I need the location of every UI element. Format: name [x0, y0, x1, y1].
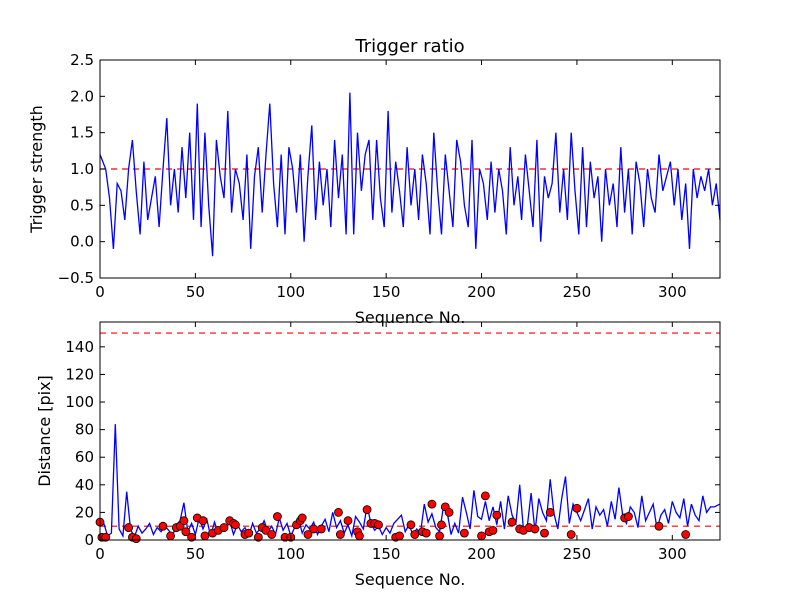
data-point: [566, 530, 576, 539]
y-tick-label: 1.5: [70, 124, 94, 142]
data-point: [231, 520, 240, 530]
y-tick-label: −0.5: [58, 269, 94, 287]
data-point: [316, 524, 326, 534]
y-tick-label: 0: [84, 531, 94, 549]
x-tick-label: 150: [372, 283, 401, 301]
distance-plot: 0 50 100 150 200 250 300 0 20 40 60 80 100 120 140 Seq…: [35, 321, 721, 589]
data-point: [303, 530, 313, 539]
data-point: [297, 513, 307, 523]
data-point: [362, 505, 372, 515]
data-point: [572, 503, 582, 513]
x-tick-label: 100: [276, 283, 305, 301]
data-point: [253, 532, 263, 542]
data-point: [200, 531, 210, 541]
y-tick-label: 0.0: [70, 233, 94, 251]
y-tick-label: 120: [65, 365, 94, 383]
data-point: [181, 527, 191, 537]
data-point: [437, 520, 446, 530]
data-point: [179, 516, 189, 526]
data-point: [244, 528, 254, 538]
data-point: [273, 512, 282, 521]
series-line: [99, 92, 721, 257]
data-point: [131, 534, 141, 544]
data-point: [540, 528, 549, 538]
y-tick-label: 100: [65, 393, 94, 411]
data-point: [444, 508, 454, 517]
data-point: [267, 530, 277, 539]
x-axis-label: Sequence No.: [355, 570, 466, 589]
y-tick-label: 60: [75, 448, 94, 466]
data-point: [624, 512, 633, 521]
y-tick-label: 40: [75, 476, 94, 494]
data-point: [507, 517, 517, 527]
x-tick-label: 0: [95, 283, 105, 301]
x-tick-label: 50: [186, 545, 205, 563]
data-point: [166, 531, 175, 541]
data-point: [355, 531, 364, 541]
data-point: [488, 525, 498, 535]
y-tick-label: 0.5: [70, 196, 94, 214]
x-tick-label: 300: [658, 545, 687, 563]
data-point: [435, 531, 444, 541]
x-tick-label: 300: [658, 283, 687, 301]
data-point: [219, 523, 229, 532]
y-axis-label: Distance [pix]: [35, 375, 54, 487]
data-point: [395, 531, 404, 541]
data-point: [681, 530, 691, 539]
data-point: [459, 528, 469, 538]
data-point: [335, 530, 345, 539]
x-tick-label: 0: [95, 545, 105, 563]
data-point: [410, 530, 420, 539]
y-tick-label: 2.0: [70, 87, 94, 105]
y-tick-label: 20: [75, 503, 94, 521]
data-point: [158, 521, 168, 531]
data-point: [101, 532, 111, 542]
data-point: [427, 499, 437, 509]
y-tick-label: 140: [65, 338, 94, 356]
x-tick-label: 200: [467, 545, 496, 563]
x-tick-label: 100: [276, 545, 305, 563]
chart-title: Trigger ratio: [354, 36, 464, 57]
data-point: [480, 491, 490, 501]
data-point: [309, 524, 319, 534]
trigger-ratio-plot: Trigger ratio 0 50 100 150 200 250 300 −0.5 0.0 0…: [27, 36, 721, 327]
data-point: [406, 520, 416, 530]
data-point: [198, 516, 208, 526]
plot-frame: [99, 321, 721, 541]
data-point: [374, 520, 383, 530]
x-axis-label: Sequence No.: [355, 308, 466, 327]
data-point: [530, 524, 540, 534]
data-point: [343, 516, 353, 526]
data-point: [492, 510, 502, 520]
x-tick-label: 250: [563, 545, 592, 563]
data-point: [421, 528, 431, 538]
y-tick-label: 80: [75, 421, 94, 439]
x-tick-label: 200: [467, 283, 496, 301]
data-point: [654, 521, 664, 531]
data-point: [545, 508, 555, 517]
y-axis-label: Trigger strength: [27, 105, 46, 234]
x-tick-label: 50: [186, 283, 205, 301]
data-point: [124, 523, 134, 532]
y-tick-label: 1.0: [70, 160, 94, 178]
x-tick-label: 150: [372, 545, 401, 563]
y-tick-label: 2.5: [70, 51, 94, 69]
data-point: [334, 508, 343, 517]
x-tick-label: 250: [563, 283, 592, 301]
